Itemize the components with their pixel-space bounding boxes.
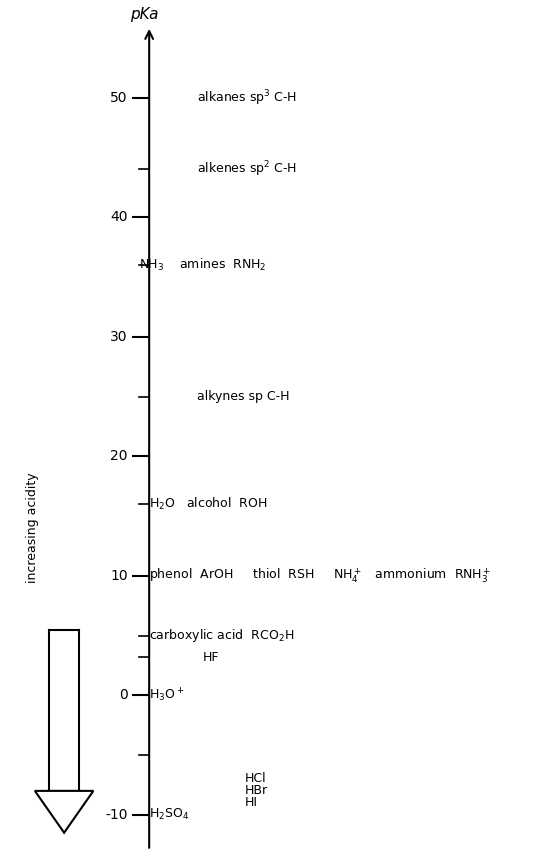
Text: pKa: pKa: [129, 8, 158, 23]
Polygon shape: [35, 791, 93, 832]
Text: HCl: HCl: [245, 773, 266, 786]
Text: alkanes sp$^3$ C-H: alkanes sp$^3$ C-H: [197, 88, 297, 108]
Text: increasing acidity: increasing acidity: [26, 473, 39, 583]
Text: NH$_3$    amines  RNH$_2$: NH$_3$ amines RNH$_2$: [139, 257, 266, 273]
Text: 30: 30: [110, 330, 128, 344]
Text: alkynes sp C-H: alkynes sp C-H: [197, 390, 289, 403]
Text: H$_2$O   alcohol  ROH: H$_2$O alcohol ROH: [149, 496, 268, 512]
Text: 0: 0: [119, 688, 128, 702]
Text: 20: 20: [110, 450, 128, 464]
Text: 10: 10: [110, 569, 128, 582]
Text: carboxylic acid  RCO$_2$H: carboxylic acid RCO$_2$H: [149, 627, 294, 644]
Text: 50: 50: [110, 91, 128, 105]
Text: HI: HI: [245, 796, 258, 809]
Text: H$_2$SO$_4$: H$_2$SO$_4$: [149, 807, 190, 822]
Text: H$_3$O$^+$: H$_3$O$^+$: [149, 687, 185, 704]
Text: HBr: HBr: [245, 785, 268, 798]
Text: phenol  ArOH     thiol  RSH     NH$_4^+$   ammonium  RNH$_3^+$: phenol ArOH thiol RSH NH$_4^+$ ammonium …: [149, 567, 492, 585]
Polygon shape: [49, 629, 79, 791]
Text: 40: 40: [110, 210, 128, 224]
Text: alkenes sp$^2$ C-H: alkenes sp$^2$ C-H: [197, 160, 297, 180]
Text: HF: HF: [202, 650, 219, 663]
Text: -10: -10: [105, 808, 128, 822]
